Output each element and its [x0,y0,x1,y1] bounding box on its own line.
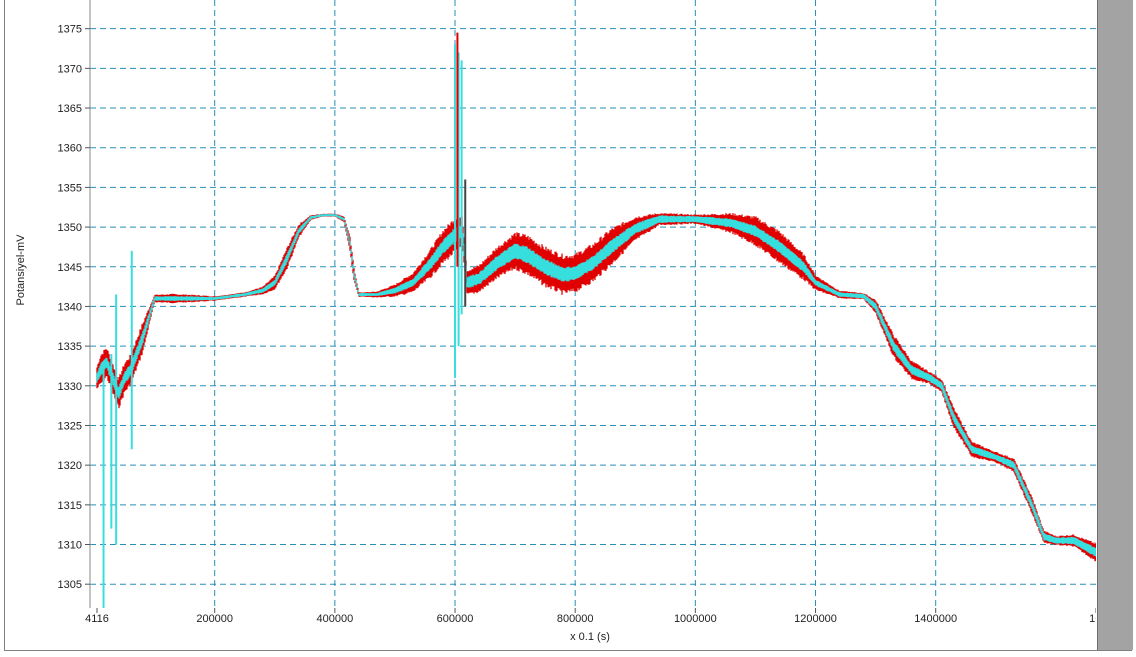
series-cyan-band [96,214,1096,557]
window-left-border [4,0,5,650]
x-tick-label: 1000000 [674,613,717,625]
x-tick-label: 1666815 [1089,613,1096,625]
y-tick-label: 1340 [58,301,82,313]
y-axis-label: Potansiyel-mV [15,234,27,306]
y-tick-label: 1370 [58,63,82,75]
y-tick-label: 1355 [58,182,82,194]
y-tick-label: 1305 [58,579,82,591]
x-tick-label: 200000 [196,613,233,625]
plot-area [85,0,1096,608]
x-tick-label: 1400000 [914,613,957,625]
transient-spikes [102,32,467,608]
x-axis-label: x 0.1 (s) [570,631,610,643]
x-tick-label: 800000 [557,613,594,625]
y-tick-label: 1315 [58,500,82,512]
x-tick-label: 400000 [316,613,353,625]
y-tick-label: 1325 [58,420,82,432]
y-tick-label: 1375 [58,24,82,36]
window-bottom-border [4,650,1132,651]
y-tick-label: 1365 [58,103,82,115]
y-tick-label: 1320 [58,460,82,472]
x-tick-label: 600000 [437,613,474,625]
y-tick-label: 1330 [58,381,82,393]
window-side-panel [1097,0,1133,650]
x-tick-label: 4116 [85,613,109,625]
y-axis-ticks: 1305 1310 1315 1320 1325 1330 1335 1340 1345 1350… [58,24,90,591]
x-tick-label: 1200000 [794,613,837,625]
y-tick-label: 1350 [58,222,82,234]
y-tick-label: 1335 [58,341,82,353]
y-tick-label: 1360 [58,143,82,155]
potential-chart: 1305 1310 1315 1320 1325 1330 1335 1340 1345 1350… [15,0,1096,643]
y-tick-label: 1345 [58,262,82,274]
data-series [96,32,1096,608]
x-axis-ticks: 4116 200000 400000 600000 800000 1000000 12000… [85,608,1096,625]
y-tick-label: 1310 [58,540,82,552]
